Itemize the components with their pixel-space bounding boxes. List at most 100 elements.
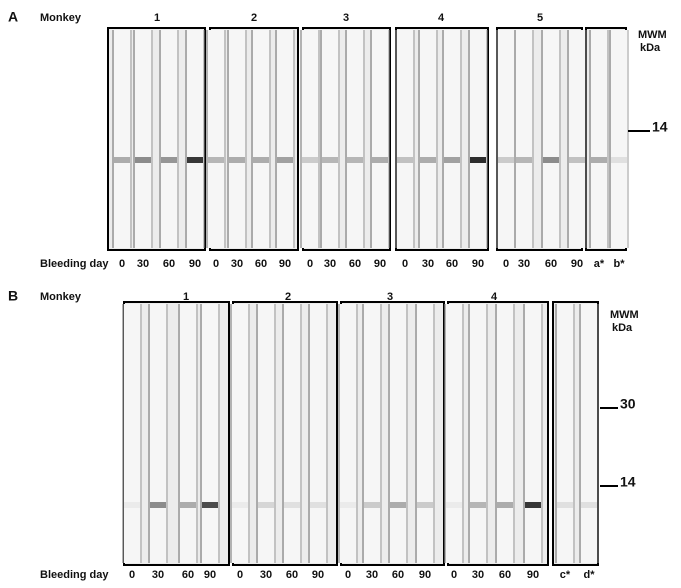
lane-strip (232, 304, 248, 563)
lane-strip (277, 30, 293, 248)
band (310, 502, 326, 508)
band (516, 157, 532, 163)
band (397, 157, 413, 163)
lane-label: 30 (137, 258, 149, 270)
lane-label: 30 (472, 569, 484, 581)
lane-label: 90 (419, 569, 431, 581)
band (557, 502, 573, 508)
lane-label: 90 (374, 258, 386, 270)
lane-label: 0 (345, 569, 351, 581)
lane-label: 60 (392, 569, 404, 581)
band (498, 157, 514, 163)
lane-strip (557, 304, 573, 563)
mwm-unit: kDa (612, 322, 633, 334)
lane-strip (444, 30, 460, 248)
lane-strip (187, 30, 203, 248)
band (322, 157, 338, 163)
lane-label: 0 (503, 258, 509, 270)
band (417, 502, 433, 508)
lane-strip (135, 30, 151, 248)
lane-label: 60 (286, 569, 298, 581)
lane-strip (417, 304, 433, 563)
lane-strip (498, 30, 514, 248)
lane-strip (516, 30, 532, 248)
lane-label: 30 (422, 258, 434, 270)
lane-label: 0 (307, 258, 313, 270)
band (543, 157, 559, 163)
lane-label: 90 (571, 258, 583, 270)
lane-label: 0 (213, 258, 219, 270)
lane-label: 30 (152, 569, 164, 581)
lane-strip (397, 30, 413, 248)
lane-strip (302, 30, 318, 248)
lane-label: 0 (129, 569, 135, 581)
mwm-unit: kDa (640, 42, 661, 54)
band (253, 157, 269, 163)
lane-strip (581, 304, 597, 563)
lane-label: 0 (451, 569, 457, 581)
band (232, 502, 248, 508)
band (340, 502, 356, 508)
lane-label: 60 (349, 258, 361, 270)
band (202, 502, 218, 508)
band (208, 157, 224, 163)
lane-strip (161, 30, 177, 248)
lane-label: 90 (312, 569, 324, 581)
group-label: 4 (491, 291, 498, 303)
group-label: 5 (537, 12, 543, 24)
band (611, 157, 627, 163)
lane-label: 60 (446, 258, 458, 270)
lane-strip (372, 30, 388, 248)
lane-strip (470, 30, 486, 248)
lane-label: 30 (518, 258, 530, 270)
marker-label: 30 (620, 396, 636, 412)
lane-label: 0 (119, 258, 125, 270)
band (420, 157, 436, 163)
lane-label: 60 (163, 258, 175, 270)
band (446, 502, 462, 508)
lane-label: 60 (182, 569, 194, 581)
band (135, 157, 151, 163)
band (525, 502, 541, 508)
lane-strip (258, 304, 274, 563)
lane-label: c* (560, 569, 571, 581)
band (591, 157, 607, 163)
band (180, 502, 196, 508)
band (302, 157, 318, 163)
group-label: 1 (154, 12, 160, 24)
band (347, 157, 363, 163)
group-label: 3 (343, 12, 349, 24)
panel-label: A (8, 9, 18, 25)
band (470, 502, 486, 508)
lane-strip (208, 30, 224, 248)
lane-strip (284, 304, 300, 563)
band (364, 502, 380, 508)
x-title: Bleeding day (40, 569, 109, 581)
lane-label: 60 (545, 258, 557, 270)
lane-strip (253, 30, 269, 248)
group-label: 3 (387, 291, 393, 303)
lane-strip (124, 304, 140, 563)
row-title: Monkey (40, 291, 82, 303)
lane-strip (420, 30, 436, 248)
band (150, 502, 166, 508)
band (569, 157, 585, 163)
lane-strip (611, 30, 627, 248)
lane-strip (470, 304, 486, 563)
lane-label: 90 (472, 258, 484, 270)
band (277, 157, 293, 163)
lane-strip (340, 304, 356, 563)
lane-label: 90 (204, 569, 216, 581)
panel-label: B (8, 288, 18, 304)
lane-strip (310, 304, 326, 563)
band (372, 157, 388, 163)
band (124, 502, 140, 508)
mwm-title: MWM (638, 29, 667, 41)
lane-label: 30 (324, 258, 336, 270)
lane-strip (347, 30, 363, 248)
lane-label: 30 (231, 258, 243, 270)
band (470, 157, 486, 163)
lane-strip (497, 304, 513, 563)
lane-label: 60 (499, 569, 511, 581)
